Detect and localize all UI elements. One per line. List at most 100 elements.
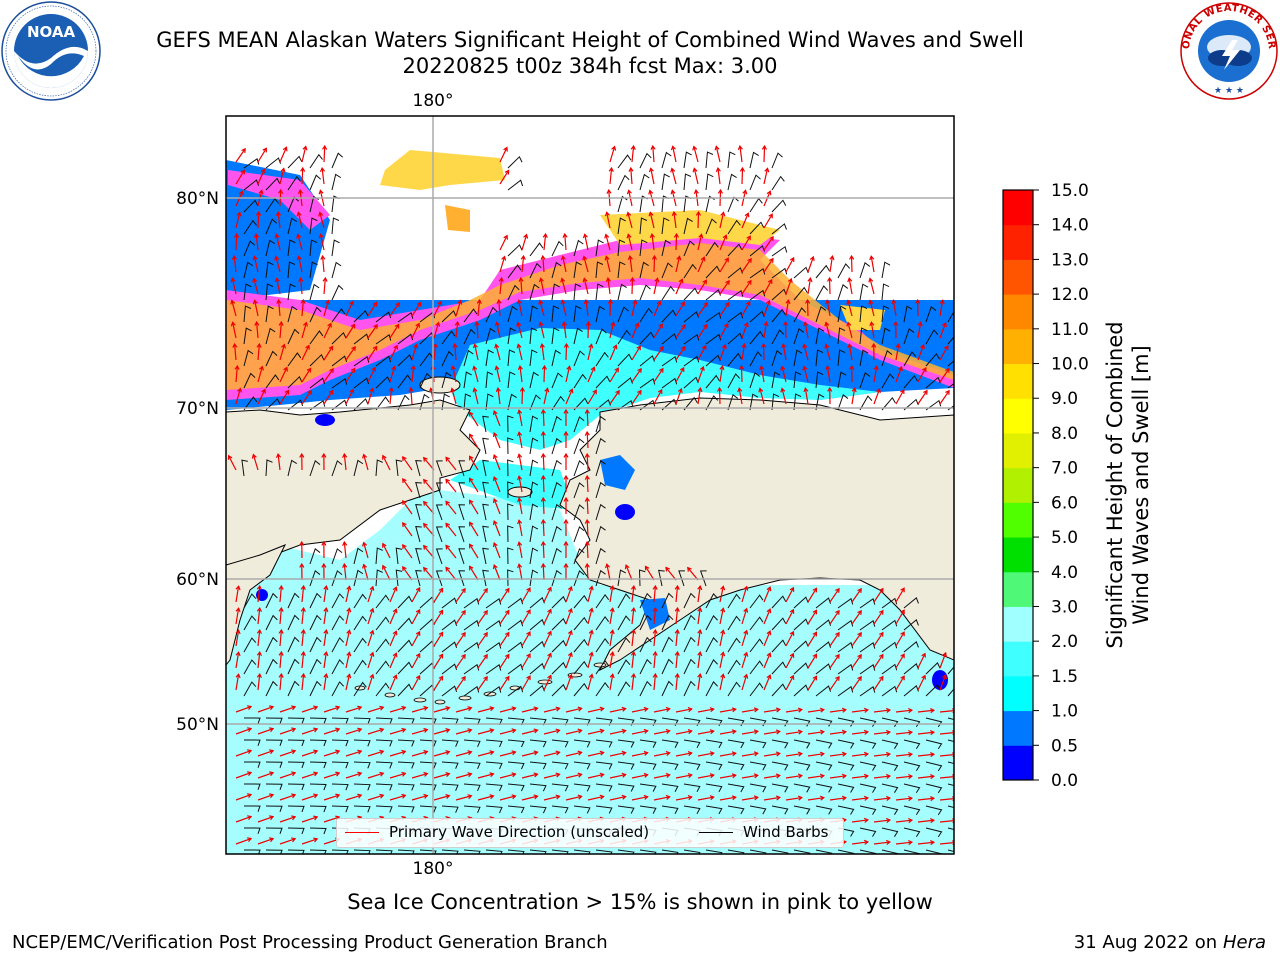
wave-direction-arrowhead	[802, 365, 808, 371]
wave-direction-arrowhead	[300, 584, 306, 590]
wave-direction-arrow	[609, 345, 617, 361]
wave-direction-arrowhead	[863, 729, 870, 735]
wave-direction-arrowhead	[538, 299, 544, 305]
wind-barb	[265, 658, 278, 675]
wave-direction-arrow	[402, 544, 413, 559]
wave-direction-arrowhead	[321, 540, 327, 546]
wind-barb	[573, 327, 583, 345]
wind-barb	[375, 783, 393, 791]
wind-barb	[309, 614, 322, 631]
wave-direction-arrowhead	[753, 773, 759, 779]
wind-barb	[683, 173, 692, 191]
wind-barb	[485, 598, 502, 609]
wind-barb	[331, 593, 345, 609]
wave-direction-arrowhead	[300, 672, 306, 678]
wave-direction-arrow	[631, 586, 635, 603]
wave-direction-arrowhead	[841, 773, 848, 779]
wave-direction-arrow	[455, 707, 472, 713]
wave-direction-arrowhead	[533, 728, 539, 734]
colorbar-segment	[1003, 537, 1033, 573]
wave-direction-arrowhead	[234, 232, 240, 238]
wave-direction-arrow	[297, 234, 303, 251]
wind-barb	[551, 683, 567, 697]
wave-direction-arrowhead	[325, 299, 330, 305]
wind-barb	[925, 306, 937, 323]
wave-direction-arrow	[697, 366, 704, 383]
wind-barb	[265, 397, 281, 411]
wind-barb	[573, 373, 587, 389]
wave-direction-arrow	[895, 841, 912, 845]
wave-direction-arrow	[673, 212, 677, 229]
wave-direction-arrowhead	[769, 257, 774, 263]
wave-direction-arrow	[521, 675, 531, 691]
wave-direction-arrow	[587, 674, 593, 691]
wind-barb	[331, 849, 349, 854]
wind-barb	[727, 243, 743, 257]
wind-barb	[331, 284, 344, 301]
wave-direction-arrow	[298, 256, 303, 273]
wave-direction-arrow	[741, 167, 744, 185]
wave-direction-arrowhead	[747, 257, 752, 263]
wave-direction-arrowhead	[643, 772, 649, 778]
wave-direction-arrow	[279, 816, 296, 823]
wind-barb	[353, 547, 364, 565]
wave-direction-arrowhead	[472, 365, 478, 371]
wind-barb	[903, 305, 913, 323]
colorbar-segment	[1003, 606, 1033, 642]
wave-direction-arrow	[586, 409, 589, 427]
wind-barb	[573, 350, 585, 367]
wave-direction-arrowhead	[841, 751, 848, 757]
wind-barb	[353, 783, 371, 791]
wave-direction-arrow	[609, 795, 626, 801]
wave-direction-arrow	[606, 564, 611, 581]
sea-ice-caption: Sea Ice Concentration > 15% is shown in …	[347, 890, 933, 914]
wave-direction-arrow	[323, 652, 327, 669]
wave-direction-arrowhead	[632, 299, 638, 305]
wave-direction-arrow	[257, 652, 261, 669]
wave-direction-arrowhead	[665, 706, 671, 712]
wave-direction-arrow	[455, 795, 472, 801]
wind-barb	[639, 399, 656, 411]
wave-direction-arrow	[320, 234, 325, 251]
wave-direction-arrowhead	[674, 672, 680, 678]
wind-barb	[375, 638, 390, 653]
wave-direction-arrow	[254, 300, 259, 317]
wind-barb	[881, 685, 898, 697]
wind-barb	[771, 349, 783, 367]
wave-direction-arrow	[540, 278, 545, 295]
wave-direction-arrowhead	[313, 749, 319, 755]
wave-direction-arrowhead	[630, 606, 637, 612]
wind-barb	[551, 305, 560, 323]
wave-direction-arrow	[873, 388, 881, 405]
colorbar-segment	[1003, 467, 1033, 503]
wave-direction-arrowhead	[604, 211, 610, 217]
wave-direction-arrowhead	[868, 299, 874, 305]
wave-direction-arrowhead	[724, 257, 729, 263]
wave-direction-arrowhead	[900, 653, 905, 659]
wave-direction-arrowhead	[511, 772, 517, 778]
wind-barb	[309, 849, 327, 854]
generation-date-text: 31 Aug 2022 on	[1073, 932, 1218, 953]
wind-barb	[243, 327, 252, 345]
wave-direction-arrowhead	[939, 299, 945, 305]
wind-barb	[771, 245, 788, 257]
wind-barb	[881, 373, 895, 389]
wave-direction-arrowhead	[291, 727, 297, 733]
wind-barb	[881, 827, 899, 837]
wind-barb	[595, 328, 607, 345]
wave-direction-arrow	[367, 772, 384, 779]
wave-direction-arrowhead	[789, 630, 795, 636]
wave-direction-arrowhead	[604, 563, 611, 569]
wave-direction-arrow	[804, 388, 809, 405]
wave-direction-arrow	[542, 431, 545, 449]
wave-direction-arrow	[807, 610, 817, 625]
wave-direction-arrowhead	[849, 364, 855, 370]
wave-direction-arrow	[917, 367, 927, 383]
wave-direction-arrowhead	[469, 499, 474, 505]
wave-direction-arrowhead	[915, 298, 921, 304]
wind-barb	[771, 393, 780, 411]
wave-direction-arrowhead	[582, 233, 588, 239]
wave-direction-arrow	[235, 212, 241, 229]
wave-direction-arrow	[521, 729, 538, 735]
wind-barb	[727, 593, 741, 609]
